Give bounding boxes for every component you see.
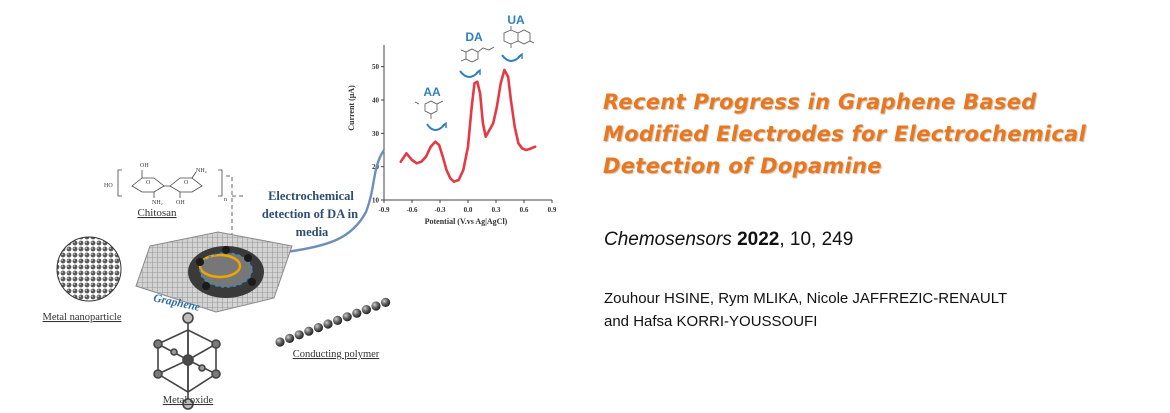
- chem-label-o-a: O: [146, 180, 151, 186]
- metal-oxide-label: Metal oxide: [163, 395, 214, 406]
- chem-label-n: n: [224, 197, 227, 203]
- polymer-bead: [323, 319, 333, 329]
- polymer-bead: [361, 305, 371, 315]
- title-line-2: Modified Electrodes for Electrochemical: [603, 122, 1087, 146]
- title-line-1: Recent Progress in Graphene Based: [603, 90, 1037, 114]
- x-tick-label: 0.0: [464, 206, 473, 214]
- chitosan-label: Chitosan: [137, 207, 177, 219]
- chitosan-structure-icon: [117, 169, 223, 198]
- y-tick-label: 30: [372, 130, 380, 138]
- polymer-bead: [333, 315, 343, 325]
- citation: Chemosensors 2022, 10, 249: [604, 229, 853, 251]
- volume-page: , 10, 249: [779, 229, 854, 250]
- paper-title: Recent Progress in Graphene Based Modifi…: [603, 86, 1143, 182]
- polymer-bead: [342, 312, 352, 322]
- group-bracket: [226, 175, 246, 250]
- publication-year: 2022: [737, 229, 780, 250]
- chem-label-oh-bottom: OH: [176, 200, 185, 206]
- ua-molecule-icon: [501, 26, 535, 62]
- x-tick-label: -0.3: [434, 206, 446, 214]
- da-molecule-icon: [459, 46, 495, 78]
- title-line-3: Detection of Dopamine: [603, 154, 882, 178]
- polymer-bead: [275, 337, 285, 347]
- detection-line-2: detection of DA in: [262, 207, 358, 221]
- polymer-bead: [285, 333, 295, 343]
- polymer-bead: [381, 297, 391, 307]
- chem-label-oh-top: OH: [140, 163, 149, 169]
- chem-label-nh2-b: NH₂: [196, 168, 207, 174]
- author-line-2: and Hafsa KORRI-YOUSSOUFI: [604, 313, 818, 330]
- polymer-bead: [371, 301, 381, 311]
- journal-name: Chemosensors: [604, 229, 732, 250]
- polymer-bead: [294, 330, 304, 340]
- peak-label-ua: UA: [507, 13, 525, 27]
- chem-label-ho: HO: [104, 183, 113, 189]
- conducting-polymer-label: Conducting polymer: [293, 349, 380, 360]
- y-tick-label: 50: [372, 63, 380, 71]
- chem-label-o-b: O: [184, 180, 189, 186]
- detection-caption: Electrochemical detection of DA in media: [262, 189, 358, 239]
- y-tick-label: 40: [372, 97, 380, 105]
- graphene-sheet-icon: [135, 231, 293, 313]
- aa-molecule-icon: [414, 100, 447, 131]
- cv-curve-series: [399, 68, 537, 183]
- author-list: Zouhour HSINE, Rym MLIKA, Nicole JAFFREZ…: [604, 287, 1007, 333]
- peak-label-da: DA: [465, 30, 483, 44]
- metal-oxide-crystal-icon: [153, 312, 221, 410]
- chart-xlabel: Potential (V.vs Ag|AgCl): [425, 217, 508, 226]
- peak-label-aa: AA: [423, 85, 441, 99]
- chitosan-atom-labels: HO OH NH₂ NH₂ O O OH n: [104, 163, 227, 206]
- conducting-polymer-chain-icon: [275, 297, 391, 347]
- chart-ylabel: Current (μA): [347, 85, 356, 131]
- x-tick-label: 0.6: [520, 206, 529, 214]
- x-tick-label: -0.9: [378, 206, 390, 214]
- polymer-bead: [352, 308, 362, 318]
- author-line-1: Zouhour HSINE, Rym MLIKA, Nicole JAFFREZ…: [604, 290, 1008, 307]
- x-tick-label: 0.9: [548, 206, 557, 214]
- x-tick-label: 0.3: [492, 206, 501, 214]
- chart-axes: [383, 45, 552, 201]
- chem-label-nh2-a: NH₂: [152, 200, 163, 206]
- metal-nanoparticle-label: Metal nanoparticle: [42, 312, 121, 323]
- connector-curve: [285, 149, 386, 254]
- x-tick-label: -0.6: [406, 206, 418, 214]
- detection-line-1: Electrochemical: [268, 189, 354, 203]
- polymer-bead: [313, 323, 323, 333]
- detection-line-3: media: [296, 225, 329, 239]
- metal-nanoparticle-icon: [56, 236, 122, 302]
- y-tick-label: 10: [372, 197, 380, 205]
- polymer-bead: [304, 326, 314, 336]
